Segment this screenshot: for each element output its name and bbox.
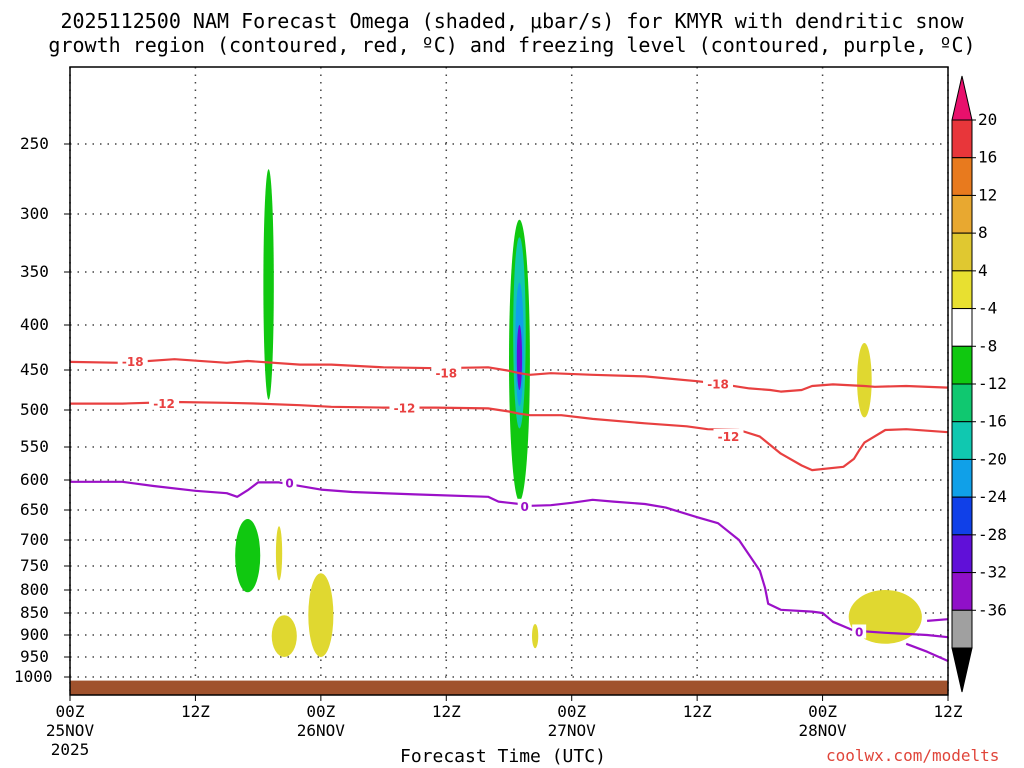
colorbar-label: -32 (978, 563, 1007, 582)
y-tick-label: 800 (20, 580, 49, 599)
colorbar-box (951, 496, 973, 536)
contour-label-bg (713, 428, 744, 443)
x-tick-date: 27NOV (547, 721, 596, 740)
x-tick-date: 26NOV (296, 721, 345, 740)
x-tick-date: 28NOV (798, 721, 847, 740)
contour-label: -12 (153, 397, 175, 411)
plot-area (70, 67, 948, 695)
contour-label-bg (389, 400, 420, 415)
y-tick-label: 700 (20, 530, 49, 549)
colorbar-box (951, 609, 973, 649)
colorbar-box (951, 572, 973, 611)
y-tick-label: 250 (20, 134, 49, 153)
contour-line (70, 480, 949, 639)
colorbar-label: -28 (978, 525, 1007, 544)
colorbar-label: -12 (978, 374, 1007, 393)
x-axis-label: Forecast Time (UTC) (400, 746, 606, 767)
contour-label: -18 (707, 378, 729, 392)
x-tick-label: 12Z (431, 702, 461, 721)
colorbar-box (951, 534, 973, 574)
contour-label-bg (852, 624, 867, 639)
y-tick-label: 1000 (14, 667, 53, 686)
contour-line (69, 358, 949, 393)
contour-label: -18 (122, 355, 144, 369)
contour-label-bg (282, 475, 297, 490)
y-tick-label: 750 (20, 556, 49, 575)
colorbar-box (951, 194, 973, 234)
colorbar-label: 12 (978, 185, 997, 204)
terrain-fill (70, 680, 948, 695)
x-tick-label: 00Z (808, 702, 838, 721)
colorbar-box (951, 345, 973, 385)
contour-line (70, 400, 949, 472)
colorbar-top-arrow (951, 75, 973, 121)
omega-region (235, 519, 261, 593)
y-tick-label: 300 (20, 204, 49, 223)
contour-label: 0 (285, 476, 293, 490)
contour-label: 0 (520, 500, 528, 514)
colorbar-label: -20 (978, 449, 1007, 468)
y-tick-label: 500 (20, 400, 49, 419)
colorbar-label: -36 (978, 600, 1007, 619)
contour-line (905, 642, 949, 663)
contour-label-bg (517, 498, 532, 513)
omega-region (531, 624, 539, 649)
colorbar-box (951, 458, 973, 498)
omega-region (271, 615, 297, 657)
colorbar-label: 4 (978, 261, 988, 280)
contour-line (927, 618, 949, 622)
contour-label-bg (149, 395, 180, 410)
omega-region (263, 169, 274, 400)
x-tick-label: 00Z (557, 702, 587, 721)
colorbar-box (951, 383, 973, 423)
credit-link[interactable]: coolwx.com/modelts (826, 746, 1000, 765)
x-tick-label: 00Z (306, 702, 336, 721)
x-tick-label: 12Z (682, 702, 712, 721)
plot-frame (69, 66, 949, 696)
contour-label-bg (431, 365, 462, 380)
colorbar-box (951, 157, 973, 196)
colorbar-box (951, 270, 973, 310)
y-tick-label: 400 (20, 315, 49, 334)
y-tick-label: 950 (20, 647, 49, 666)
x-tick-label: 12Z (933, 702, 963, 721)
x-tick-date: 25NOV (45, 721, 95, 740)
omega-region (308, 573, 334, 657)
x-tick-label: 12Z (180, 702, 210, 721)
contour-label-bg (117, 354, 148, 368)
y-tick-label: 450 (20, 360, 49, 379)
omega-region (857, 343, 872, 418)
y-tick-label: 900 (20, 625, 49, 644)
colorbar-box (951, 421, 973, 460)
contour-label: -18 (435, 366, 457, 380)
colorbar-label: -8 (978, 336, 997, 355)
chart-title-line-2: growth region (contoured, red, ºC) and f… (48, 33, 976, 57)
omega-region (516, 325, 523, 390)
contour-label-bg (703, 376, 734, 391)
colorbar-box (951, 308, 973, 347)
omega-region (275, 526, 283, 581)
x-tick-label: 00Z (55, 702, 85, 721)
colorbar-bottom-arrow (951, 647, 973, 693)
y-tick-label: 350 (20, 262, 49, 281)
colorbar-label: -24 (978, 487, 1007, 506)
colorbar-label: -16 (978, 412, 1007, 431)
colorbar-box (951, 119, 973, 159)
y-tick-label: 550 (20, 437, 49, 456)
y-tick-label: 650 (20, 500, 49, 519)
chart-title-line-1: 2025112500 NAM Forecast Omega (shaded, μ… (60, 9, 964, 33)
colorbar-label: 8 (978, 223, 988, 242)
colorbar-box (951, 232, 973, 272)
omega-region (848, 590, 922, 644)
colorbar-label: -4 (978, 299, 997, 318)
contour-label: -12 (718, 430, 740, 444)
colorbar-label: 20 (978, 110, 997, 129)
y-tick-label: 600 (20, 470, 49, 489)
x-tick-year: 2025 (50, 740, 90, 759)
y-tick-label: 850 (20, 603, 49, 622)
colorbar-label: 16 (978, 148, 997, 167)
contour-label: -12 (394, 402, 416, 416)
contour-label: 0 (855, 625, 863, 639)
